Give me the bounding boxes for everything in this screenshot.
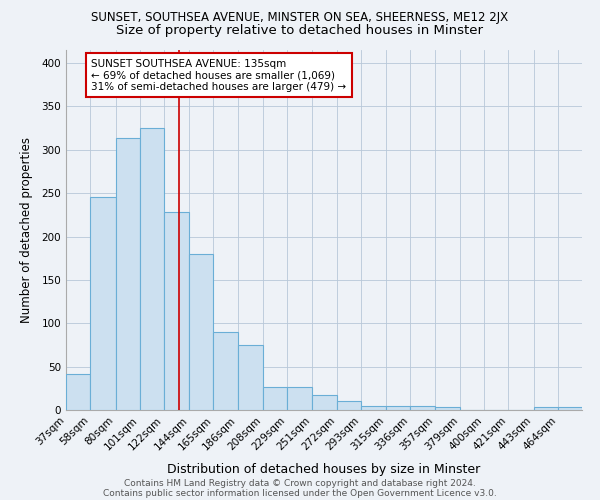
Bar	[386, 406, 410, 410]
Bar	[116, 138, 140, 410]
Text: SUNSET, SOUTHSEA AVENUE, MINSTER ON SEA, SHEERNESS, ME12 2JX: SUNSET, SOUTHSEA AVENUE, MINSTER ON SEA,…	[91, 12, 509, 24]
Bar	[313, 396, 337, 410]
Bar	[434, 408, 460, 410]
Bar	[214, 332, 238, 410]
Bar	[140, 128, 164, 410]
Bar	[66, 374, 90, 410]
Bar	[410, 406, 434, 410]
Text: Contains public sector information licensed under the Open Government Licence v3: Contains public sector information licen…	[103, 488, 497, 498]
Y-axis label: Number of detached properties: Number of detached properties	[20, 137, 33, 323]
Text: SUNSET SOUTHSEA AVENUE: 135sqm
← 69% of detached houses are smaller (1,069)
31% : SUNSET SOUTHSEA AVENUE: 135sqm ← 69% of …	[91, 58, 346, 92]
Bar	[90, 198, 116, 410]
Bar	[189, 254, 214, 410]
Bar	[533, 408, 558, 410]
Bar	[558, 408, 582, 410]
Bar	[263, 388, 287, 410]
Bar	[337, 402, 361, 410]
Bar	[164, 212, 189, 410]
Text: Size of property relative to detached houses in Minster: Size of property relative to detached ho…	[116, 24, 484, 37]
Bar	[361, 406, 386, 410]
Bar	[238, 345, 263, 410]
Text: Contains HM Land Registry data © Crown copyright and database right 2024.: Contains HM Land Registry data © Crown c…	[124, 478, 476, 488]
Bar	[287, 388, 313, 410]
X-axis label: Distribution of detached houses by size in Minster: Distribution of detached houses by size …	[167, 463, 481, 476]
